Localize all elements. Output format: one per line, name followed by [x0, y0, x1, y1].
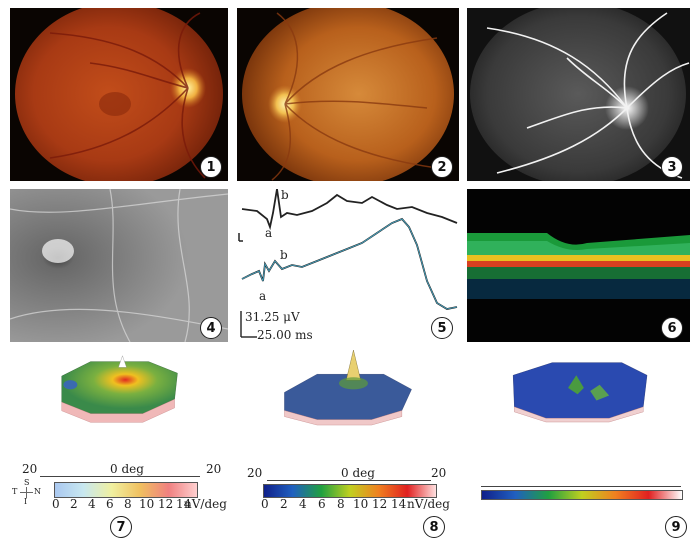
- axis-center-label: 0 deg: [341, 466, 375, 480]
- color-scale-bar: [54, 482, 198, 498]
- mferg-surface-7: [61, 355, 178, 423]
- panel-number-badge: 6: [661, 317, 683, 339]
- color-scale-bar: [481, 490, 683, 500]
- orientation-cross: S T N I: [12, 478, 42, 510]
- oct-scan: 6: [467, 189, 690, 342]
- orientation-n: N: [34, 487, 41, 496]
- mferg-plot-7: 20 0 deg 20 S T N I 0 2 4 6 8 10 12 14 n…: [10, 350, 228, 540]
- axis-right-label: 20: [431, 466, 447, 480]
- macula-angiogram: 4: [10, 189, 228, 342]
- wave-label-a-upper: a: [265, 226, 273, 240]
- scale-tick: 2: [280, 497, 288, 511]
- erg-waveform-panel: a b a b 31.25 μV 25.00 ms 5: [237, 189, 459, 342]
- fundus-image-1: [10, 8, 228, 181]
- panel-number-badge: 3: [661, 156, 683, 178]
- panel-number-badge: 2: [431, 156, 453, 178]
- scale-tick: 6: [318, 497, 326, 511]
- scale-tick: 0: [52, 497, 60, 511]
- scale-tick: 6: [106, 497, 114, 511]
- axis-line: [481, 486, 681, 487]
- angiogram-image: [467, 8, 690, 181]
- wave-label-b-lower: b: [280, 248, 288, 262]
- mferg-plot-9: 9: [467, 350, 690, 540]
- scale-tick: 14: [176, 497, 192, 511]
- panel-number-badge: 9: [665, 516, 687, 538]
- scale-tick: 12: [158, 497, 174, 511]
- wave-label-b-upper: b: [281, 189, 289, 202]
- fluorescein-angiogram: 3: [467, 8, 690, 181]
- panel-number-badge: 5: [431, 317, 453, 339]
- oct-scan-image: [467, 189, 690, 342]
- scale-time-label: 25.00 ms: [257, 328, 313, 342]
- fundus-photo-2: 2: [237, 8, 459, 181]
- scale-unit: nV/deg: [184, 497, 227, 511]
- scale-unit: nV/deg: [407, 497, 450, 511]
- axis-left-label: 20: [22, 462, 38, 476]
- axis-right-label: 20: [206, 462, 222, 476]
- scale-tick: 4: [299, 497, 307, 511]
- orientation-i: I: [24, 497, 28, 506]
- scale-tick: 0: [261, 497, 269, 511]
- orientation-s: S: [24, 478, 30, 487]
- scale-tick: 8: [124, 497, 132, 511]
- axis-left-label: 20: [247, 466, 263, 480]
- scale-tick: 10: [139, 497, 155, 511]
- macula-angiogram-image: [10, 189, 228, 342]
- scale-tick: 8: [337, 497, 345, 511]
- mferg-surface-9: [512, 362, 648, 423]
- scale-tick: 2: [70, 497, 78, 511]
- axis-center-label: 0 deg: [110, 462, 144, 476]
- panel-number-badge: 7: [110, 516, 132, 538]
- fundus-image-2: [237, 8, 459, 181]
- mferg-plot-8: 20 0 deg 20 0 2 4 6 8 10 12 14 nV/deg 8: [237, 350, 459, 540]
- scale-tick: 14: [391, 497, 407, 511]
- panel-number-badge: 4: [200, 317, 222, 339]
- erg-waveform-plot: [238, 189, 458, 338]
- scale-tick: 4: [88, 497, 96, 511]
- lower-waveform: [241, 217, 458, 310]
- axis-line: [40, 476, 200, 477]
- fundus-photo-1: 1: [10, 8, 228, 181]
- orientation-t: T: [12, 487, 18, 496]
- color-scale-bar: [263, 484, 437, 498]
- wave-label-a-lower: a: [259, 289, 267, 303]
- mferg-surface-8: [284, 350, 412, 426]
- scale-tick: 12: [372, 497, 388, 511]
- scale-tick: 10: [353, 497, 369, 511]
- upper-waveform: [241, 189, 458, 231]
- panel-number-badge: 1: [200, 156, 222, 178]
- panel-number-badge: 8: [423, 516, 445, 538]
- axis-line: [267, 480, 431, 481]
- scale-voltage-label: 31.25 μV: [245, 310, 300, 324]
